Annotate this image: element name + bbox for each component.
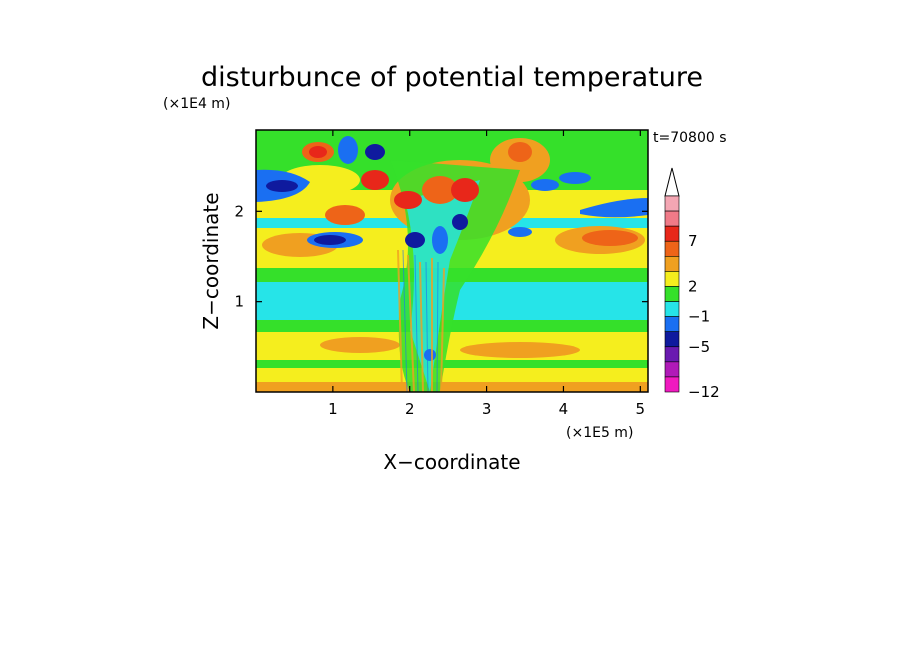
red-blob — [508, 142, 532, 162]
central-plume-core — [405, 180, 480, 392]
red-blob — [422, 176, 458, 204]
blue-blob — [338, 136, 358, 164]
chart-title: disturbunce of potential temperature — [201, 62, 703, 93]
colorbar-arrow — [664, 167, 680, 197]
y-axis-title: Z−coordinate — [199, 192, 223, 329]
blue-blob — [508, 227, 532, 237]
blue-blob — [559, 172, 591, 184]
red-blob — [325, 205, 365, 225]
blue-blob — [452, 214, 468, 230]
y-unit-label: (×1E4 m) — [163, 96, 230, 112]
x-tick-label: 2 — [405, 400, 415, 418]
colorbar-label: 2 — [688, 277, 698, 295]
colorbar-swatch — [664, 271, 680, 287]
colorbar-swatch — [664, 210, 680, 227]
x-axis-title: X−coordinate — [383, 450, 520, 474]
band-yellow-low — [256, 332, 648, 362]
red-blob — [394, 191, 422, 209]
time-label: t=70800 s — [653, 130, 727, 146]
colorbar-swatch — [664, 376, 680, 393]
contour-field — [256, 130, 648, 392]
colorbar-swatch — [664, 361, 680, 378]
colorbar-label: 7 — [688, 232, 698, 250]
colorbar-swatch — [664, 286, 680, 302]
x-tick-label: 3 — [482, 400, 492, 418]
colorbar: 7 2 −1 −5 −12 — [664, 167, 720, 401]
band-yellow-bottom — [256, 368, 648, 384]
y-tick-label: 1 — [234, 293, 244, 311]
colorbar-label: −12 — [688, 383, 720, 401]
x-tick-label: 4 — [559, 400, 569, 418]
blue-blob — [266, 180, 298, 192]
y-axis-ticks: 12 — [234, 202, 648, 311]
colorbar-swatch — [664, 331, 680, 348]
red-blob — [582, 230, 638, 246]
colorbar-swatch — [664, 225, 680, 242]
plume-streaks — [397, 249, 445, 392]
band-green-low — [256, 320, 648, 332]
orange-patch — [320, 337, 400, 353]
colorbar-swatch — [664, 301, 680, 317]
colorbar-swatch — [664, 195, 680, 212]
red-blob — [451, 178, 479, 202]
x-tick-label: 5 — [636, 400, 646, 418]
plume-streaks — [402, 249, 439, 392]
x-tick-label: 1 — [328, 400, 338, 418]
band-orange-bottom — [256, 382, 648, 392]
blue-blob — [531, 179, 559, 191]
colorbar-swatch — [664, 316, 680, 332]
x-unit-label: (×1E5 m) — [566, 425, 633, 441]
colorbar-swatch — [664, 240, 680, 257]
blue-blob — [314, 235, 346, 245]
red-blob — [309, 146, 327, 158]
band-green-lower — [256, 360, 648, 368]
blue-blob — [580, 198, 648, 218]
y-tick-label: 2 — [234, 202, 244, 220]
colorbar-swatch — [664, 256, 680, 272]
orange-patch — [460, 342, 580, 358]
red-blob — [361, 170, 389, 190]
colorbar-swatch — [664, 346, 680, 363]
x-axis-ticks: 1 2 3 4 5 — [328, 130, 645, 418]
blue-blob — [424, 349, 436, 361]
colorbar-label: −1 — [688, 308, 710, 326]
blue-blob — [405, 232, 425, 248]
blue-blob — [365, 144, 385, 160]
plot-frame — [255, 129, 649, 393]
blue-blob — [432, 226, 448, 254]
colorbar-label: −5 — [688, 338, 710, 356]
